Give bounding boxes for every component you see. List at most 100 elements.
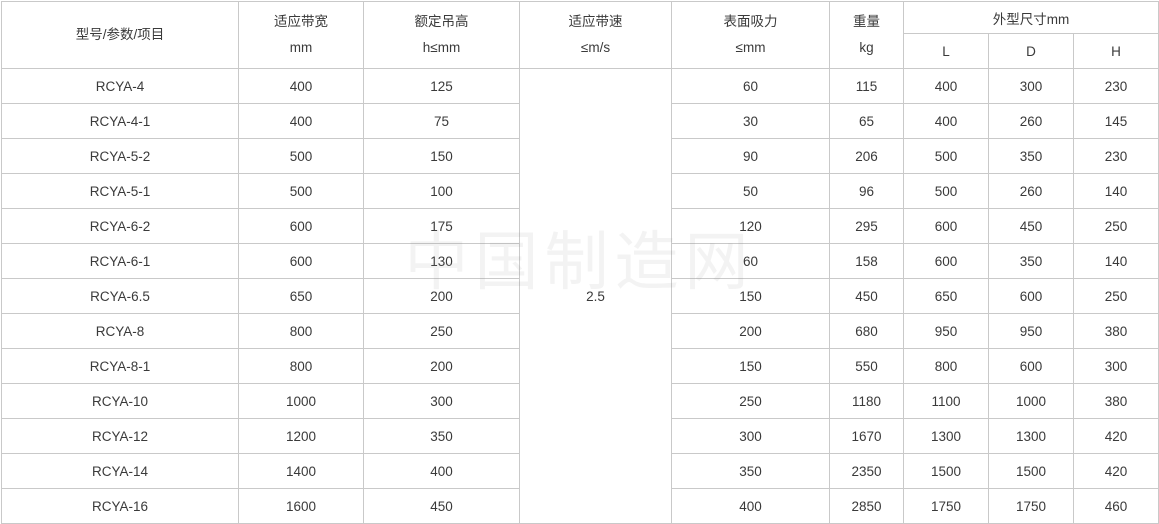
cell-model: RCYA-6.5 [1, 278, 239, 314]
cell-surface-suction: 350 [671, 453, 830, 489]
cell-rated-lift: 100 [363, 173, 520, 209]
cell-surface-suction: 60 [671, 68, 830, 104]
cell-model: RCYA-5-2 [1, 138, 239, 174]
cell-belt-width: 400 [238, 68, 364, 104]
cell-rated-lift: 200 [363, 348, 520, 384]
table-row: RCYA-8-1 800 200 150 550 800 600 300 [1, 348, 1159, 384]
cell-dimension-l: 650 [903, 278, 989, 314]
cell-belt-width: 400 [238, 103, 364, 139]
cell-weight: 295 [829, 208, 904, 244]
table-header: 型号/参数/项目 适应带宽 mm 额定吊高 h≤mm 适应带速 ≤m/s 表面吸… [1, 1, 1159, 69]
table-row: RCYA-4-1 400 75 30 65 400 260 145 [1, 103, 1159, 139]
cell-model: RCYA-4-1 [1, 103, 239, 139]
cell-weight: 2350 [829, 453, 904, 489]
cell-rated-lift: 250 [363, 313, 520, 349]
table-row: RCYA-14 1400 400 350 2350 1500 1500 420 [1, 453, 1159, 489]
cell-dimension-d: 1500 [988, 453, 1074, 489]
header-belt-width: 适应带宽 mm [238, 1, 364, 69]
cell-dimension-l: 1100 [903, 383, 989, 419]
cell-surface-suction: 150 [671, 348, 830, 384]
cell-weight: 206 [829, 138, 904, 174]
table-row: RCYA-6-1 600 130 60 158 600 350 140 [1, 243, 1159, 279]
cell-dimension-h: 145 [1072, 103, 1159, 139]
cell-model: RCYA-6-2 [1, 208, 239, 244]
cell-dimension-d: 260 [988, 173, 1074, 209]
table-row: RCYA-5-2 500 150 90 206 500 350 230 [1, 138, 1159, 174]
table-row: RCYA-6-2 600 175 120 295 600 450 250 [1, 208, 1159, 244]
cell-belt-width: 1200 [238, 418, 364, 454]
cell-rated-lift: 175 [363, 208, 520, 244]
cell-dimension-d: 350 [988, 243, 1074, 279]
cell-dimension-d: 600 [988, 278, 1074, 314]
cell-dimension-h: 380 [1072, 313, 1159, 349]
header-row-primary: 型号/参数/项目 适应带宽 mm 额定吊高 h≤mm 适应带速 ≤m/s 表面吸… [1, 1, 1159, 69]
header-dimension-d: D [988, 33, 1074, 69]
cell-rated-lift: 450 [363, 488, 520, 524]
cell-dimension-h: 250 [1072, 208, 1159, 244]
cell-belt-width: 600 [238, 243, 364, 279]
cell-dimension-h: 380 [1072, 383, 1159, 419]
cell-model: RCYA-4 [1, 68, 239, 104]
table-row: RCYA-10 1000 300 250 1180 1100 1000 380 [1, 383, 1159, 419]
cell-belt-width: 800 [238, 348, 364, 384]
cell-surface-suction: 150 [671, 278, 830, 314]
cell-belt-width: 650 [238, 278, 364, 314]
cell-dimension-h: 140 [1072, 173, 1159, 209]
cell-weight: 96 [829, 173, 904, 209]
cell-weight: 2850 [829, 488, 904, 524]
cell-belt-width: 800 [238, 313, 364, 349]
cell-model: RCYA-14 [1, 453, 239, 489]
cell-dimension-l: 400 [903, 68, 989, 104]
cell-dimension-l: 500 [903, 138, 989, 174]
cell-rated-lift: 150 [363, 138, 520, 174]
cell-dimension-d: 300 [988, 68, 1074, 104]
cell-dimension-d: 260 [988, 103, 1074, 139]
cell-rated-lift: 300 [363, 383, 520, 419]
header-belt-speed: 适应带速 ≤m/s [519, 1, 672, 69]
cell-rated-lift: 130 [363, 243, 520, 279]
cell-surface-suction: 50 [671, 173, 830, 209]
table-row: RCYA-5-1 500 100 50 96 500 260 140 [1, 173, 1159, 209]
table-row: RCYA-4 400 125 2.5 60 115 400 300 230 [1, 68, 1159, 524]
cell-dimension-l: 500 [903, 173, 989, 209]
header-dimensions: 外型尺寸mm [902, 1, 1159, 34]
cell-dimension-d: 600 [988, 348, 1074, 384]
header-row-secondary: L D H [2, 33, 1159, 69]
cell-surface-suction: 300 [671, 418, 830, 454]
cell-weight: 1180 [829, 383, 904, 419]
cell-dimension-d: 1300 [988, 418, 1074, 454]
cell-belt-width: 600 [238, 208, 364, 244]
cell-dimension-d: 1750 [988, 488, 1074, 524]
cell-belt-width: 1600 [238, 488, 364, 524]
cell-dimension-l: 1300 [903, 418, 989, 454]
cell-weight: 158 [829, 243, 904, 279]
cell-belt-width: 500 [238, 173, 364, 209]
cell-model: RCYA-8 [1, 313, 239, 349]
cell-dimension-h: 230 [1072, 68, 1159, 104]
cell-dimension-h: 420 [1072, 453, 1159, 489]
cell-dimension-l: 600 [903, 208, 989, 244]
cell-dimension-l: 800 [903, 348, 989, 384]
header-rated-lift: 额定吊高 h≤mm [363, 1, 520, 69]
cell-dimension-h: 420 [1072, 418, 1159, 454]
cell-dimension-l: 1750 [903, 488, 989, 524]
cell-dimension-h: 460 [1072, 488, 1159, 524]
cell-rated-lift: 75 [363, 103, 520, 139]
cell-dimension-h: 230 [1072, 138, 1159, 174]
cell-surface-suction: 200 [671, 313, 830, 349]
cell-dimension-h: 140 [1072, 243, 1159, 279]
cell-surface-suction: 120 [671, 208, 830, 244]
cell-model: RCYA-8-1 [1, 348, 239, 384]
cell-weight: 550 [829, 348, 904, 384]
cell-rated-lift: 125 [363, 68, 520, 104]
cell-belt-speed: 2.5 [519, 68, 672, 524]
cell-weight: 115 [829, 68, 904, 104]
cell-rated-lift: 350 [363, 418, 520, 454]
header-dimension-l: L [903, 33, 989, 69]
cell-dimension-l: 1500 [903, 453, 989, 489]
table-row: RCYA-8 800 250 200 680 950 950 380 [1, 313, 1159, 349]
cell-model: RCYA-10 [1, 383, 239, 419]
header-dimension-h: H [1072, 33, 1159, 69]
